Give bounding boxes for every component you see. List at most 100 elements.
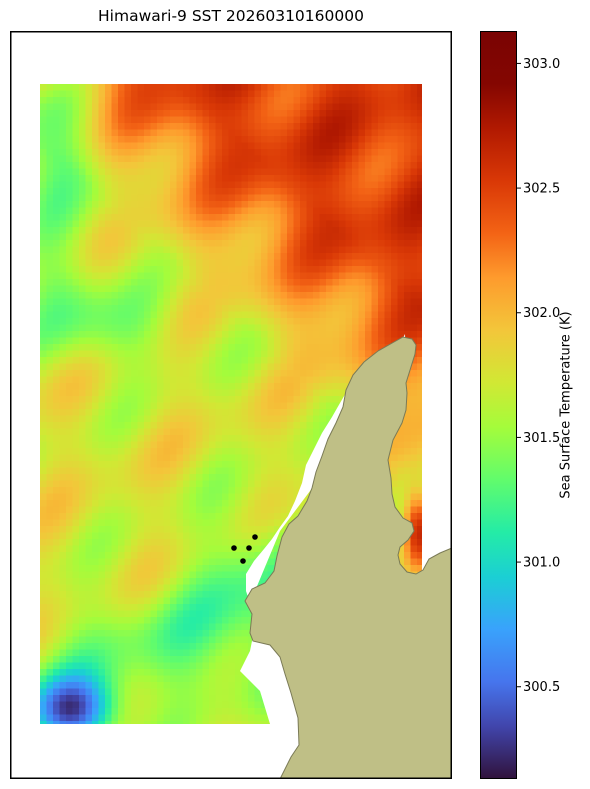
sst-cell <box>280 363 288 371</box>
sst-cell <box>183 480 191 488</box>
sst-cell <box>105 259 113 267</box>
sst-cell <box>183 331 191 339</box>
sst-cell <box>163 578 171 586</box>
sst-cell <box>176 487 184 495</box>
sst-cell <box>241 370 249 378</box>
sst-cell <box>293 480 301 488</box>
sst-cell <box>144 103 152 111</box>
sst-cell <box>46 363 54 371</box>
sst-cell <box>183 493 191 501</box>
sst-cell <box>111 350 119 358</box>
sst-cell <box>235 168 243 176</box>
sst-cell <box>306 415 314 423</box>
sst-cell <box>72 409 80 417</box>
sst-cell <box>66 597 74 605</box>
sst-cell <box>46 188 54 196</box>
sst-cell <box>352 168 360 176</box>
sst-cell <box>144 331 152 339</box>
sst-cell <box>365 168 373 176</box>
sst-cell <box>163 259 171 267</box>
sst-cell <box>300 422 308 430</box>
sst-cell <box>241 103 249 111</box>
sst-cell <box>105 129 113 137</box>
sst-cell <box>215 610 223 618</box>
sst-cell <box>131 591 139 599</box>
sst-cell <box>300 129 308 137</box>
sst-cell <box>40 363 48 371</box>
sst-cell <box>189 513 197 521</box>
sst-cell <box>105 162 113 170</box>
sst-cell <box>313 207 321 215</box>
sst-cell <box>131 227 139 235</box>
sst-cell <box>235 233 243 241</box>
sst-cell <box>202 363 210 371</box>
sst-cell <box>287 285 295 293</box>
sst-cell <box>202 220 210 228</box>
sst-cell <box>326 285 334 293</box>
sst-cell <box>40 415 48 423</box>
sst-cell <box>53 623 61 631</box>
sst-cell <box>92 214 100 222</box>
sst-cell <box>118 337 126 345</box>
sst-cell <box>339 246 347 254</box>
sst-cell <box>53 123 61 131</box>
sst-cell <box>300 142 308 150</box>
sst-cell <box>371 318 379 326</box>
sst-cell <box>345 272 353 280</box>
sst-cell <box>261 279 269 287</box>
sst-cell <box>267 285 275 293</box>
sst-cell <box>261 142 269 150</box>
sst-cell <box>46 305 54 313</box>
sst-cell <box>72 552 80 560</box>
sst-cell <box>202 591 210 599</box>
sst-cell <box>293 240 301 248</box>
sst-cell <box>189 493 197 501</box>
sst-cell <box>332 402 340 410</box>
sst-cell <box>189 545 197 553</box>
sst-cell <box>46 428 54 436</box>
sst-cell <box>183 435 191 443</box>
sst-cell <box>40 402 48 410</box>
sst-cell <box>202 493 210 501</box>
sst-cell <box>131 467 139 475</box>
sst-cell <box>384 292 392 300</box>
sst-cell <box>170 350 178 358</box>
sst-cell <box>365 259 373 267</box>
sst-cell <box>150 610 158 618</box>
sst-cell <box>261 246 269 254</box>
sst-cell <box>59 578 67 586</box>
sst-cell <box>332 168 340 176</box>
sst-cell <box>267 461 275 469</box>
sst-cell <box>92 246 100 254</box>
sst-cell <box>241 344 249 352</box>
sst-cell <box>98 448 106 456</box>
sst-cell <box>410 474 418 482</box>
sst-cell <box>274 175 282 183</box>
sst-cell <box>163 331 171 339</box>
sst-cell <box>150 214 158 222</box>
sst-cell <box>202 565 210 573</box>
sst-cell <box>85 214 93 222</box>
sst-cell <box>358 110 366 118</box>
sst-cell <box>228 467 236 475</box>
sst-cell <box>85 285 93 293</box>
sst-cell <box>183 214 191 222</box>
sst-cell <box>345 331 353 339</box>
sst-cell <box>124 272 132 280</box>
sst-cell <box>319 175 327 183</box>
sst-cell <box>59 474 67 482</box>
sst-cell <box>92 474 100 482</box>
sst-cell <box>248 487 256 495</box>
sst-cell <box>235 136 243 144</box>
sst-cell <box>261 526 269 534</box>
sst-cell <box>319 201 327 209</box>
sst-cell <box>391 331 399 339</box>
sst-cell <box>72 357 80 365</box>
sst-cell <box>222 584 230 592</box>
sst-cell <box>170 519 178 527</box>
sst-cell <box>111 571 119 579</box>
sst-cell <box>371 227 379 235</box>
sst-cell <box>46 584 54 592</box>
sst-cell <box>410 285 418 293</box>
sst-cell <box>157 558 165 566</box>
